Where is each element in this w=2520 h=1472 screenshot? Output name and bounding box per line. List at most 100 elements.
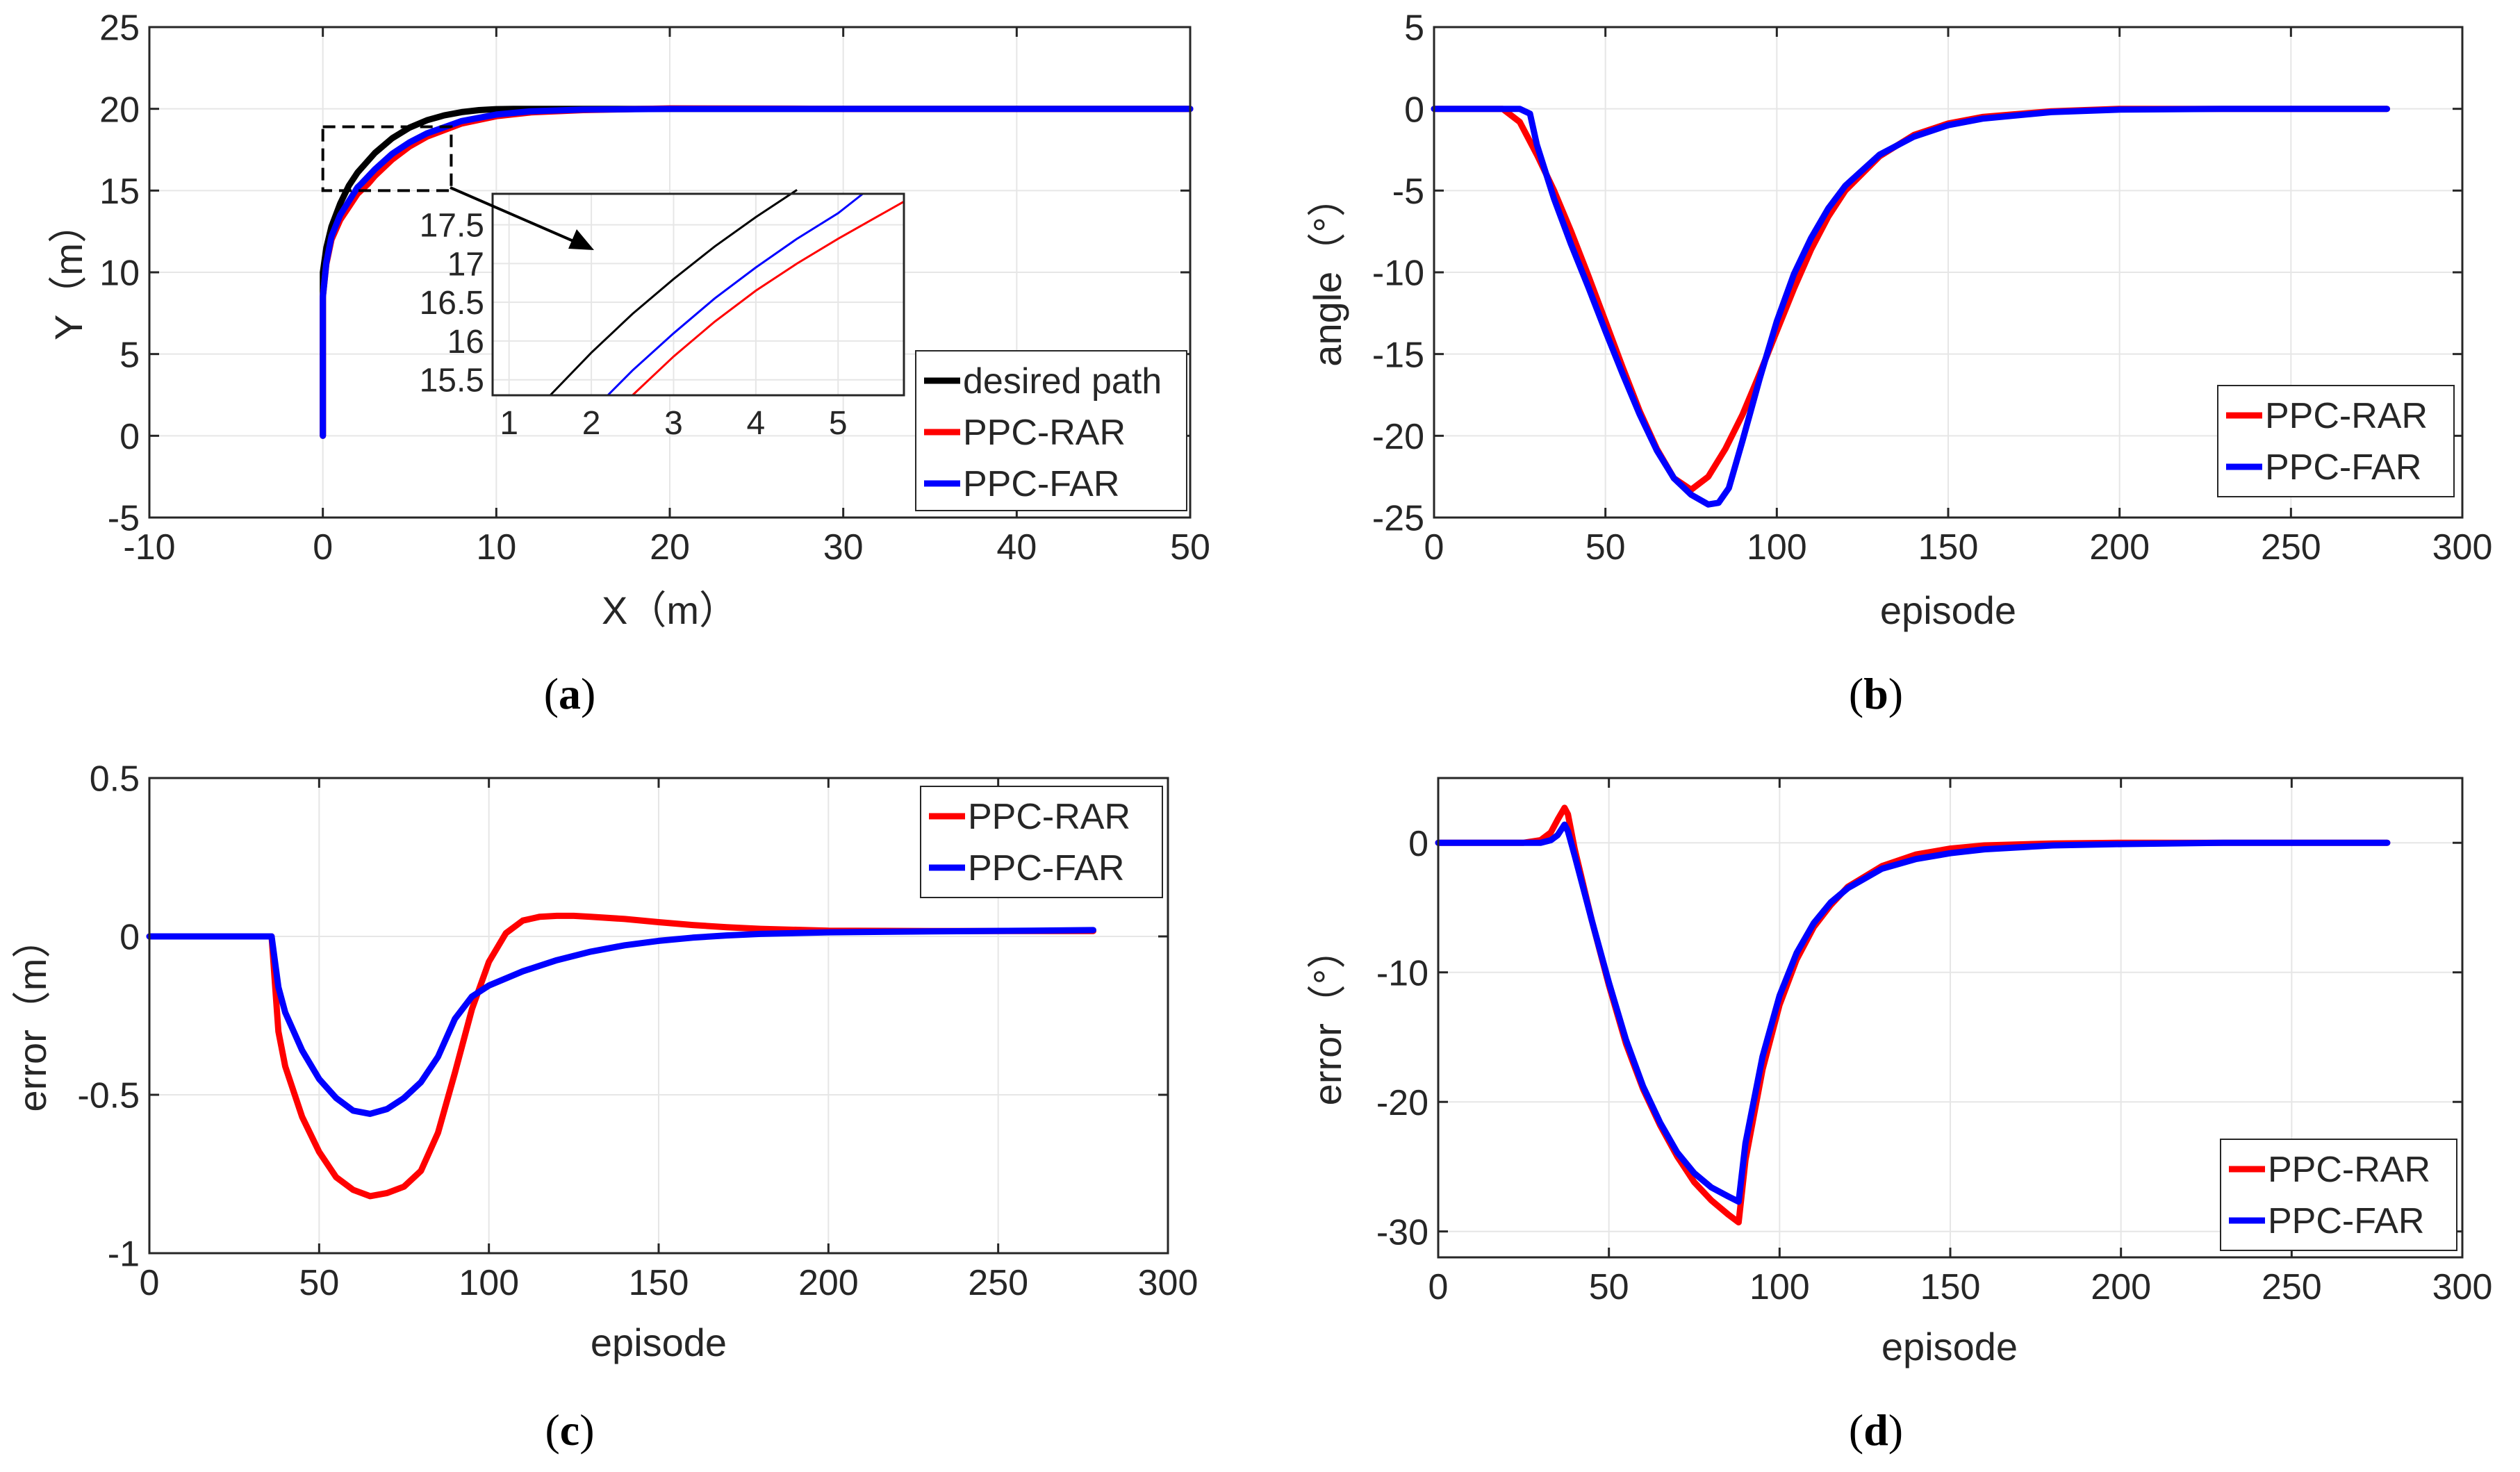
x-axis-label: episode bbox=[1880, 588, 2016, 632]
inset-y-tick-label: 15.5 bbox=[420, 363, 484, 399]
series-line-ppc-far bbox=[320, 106, 1194, 439]
y-tick-label: 0 bbox=[120, 918, 140, 958]
caption-d: (d) bbox=[1849, 1405, 1903, 1455]
y-axis-label: Y（m） bbox=[47, 204, 90, 340]
caption-c: (c) bbox=[545, 1405, 594, 1455]
y-axis-label: error（°） bbox=[1306, 930, 1349, 1106]
x-tick-label: 150 bbox=[1918, 527, 1979, 568]
zoom-box bbox=[321, 125, 453, 192]
y-tick-labels: -30 -20 -10 0 bbox=[1376, 824, 1428, 1252]
series-line-ppc-rar bbox=[1435, 804, 2391, 1226]
inset-frame bbox=[491, 192, 905, 397]
plot-lines bbox=[1435, 804, 2391, 1226]
x-tick-label: 300 bbox=[2432, 1267, 2493, 1307]
legend-label-far: PPC-FAR bbox=[2265, 447, 2421, 488]
y-tick-label: -10 bbox=[1376, 953, 1428, 993]
x-tick-label: 0 bbox=[1424, 527, 1444, 568]
caption-a: (a) bbox=[544, 669, 596, 718]
y-tick-label: 10 bbox=[99, 254, 140, 294]
x-axis-label: X（m） bbox=[602, 588, 738, 632]
y-tick-label: 15 bbox=[99, 172, 140, 212]
y-tick-label: -30 bbox=[1376, 1212, 1428, 1252]
y-tick-label: 20 bbox=[99, 90, 140, 130]
y-tick-label: 25 bbox=[99, 8, 140, 49]
legend-label-rar: PPC-RAR bbox=[963, 413, 1126, 453]
legend-label-far: PPC-FAR bbox=[2268, 1201, 2424, 1241]
plot-frame bbox=[148, 777, 1169, 1255]
inset-line-desired-path bbox=[549, 189, 798, 397]
inset-y-tick-label: 16 bbox=[447, 324, 484, 361]
y-tick-label: -20 bbox=[1376, 1083, 1428, 1123]
plot-frame bbox=[148, 26, 1192, 519]
arrow-head bbox=[568, 229, 594, 250]
y-tick-label: -5 bbox=[108, 499, 140, 539]
x-tick-label: 50 bbox=[1170, 527, 1210, 568]
legend-box bbox=[920, 786, 1163, 898]
x-tick-label: 40 bbox=[996, 527, 1037, 568]
x-tick-labels: -10 0 10 20 30 40 50 bbox=[123, 527, 1210, 568]
caption-b: (b) bbox=[1849, 669, 1903, 718]
x-tick-label: 150 bbox=[629, 1263, 689, 1303]
inset-y-tick-label: 17 bbox=[447, 246, 484, 283]
zoom-arrow bbox=[450, 186, 594, 250]
legend-label-desired: desired path bbox=[963, 361, 1162, 402]
y-tick-label: -5 bbox=[1392, 172, 1424, 212]
x-tick-label: 0 bbox=[313, 527, 333, 568]
caption-letter: a bbox=[559, 669, 581, 718]
y-tick-label: -10 bbox=[1372, 254, 1424, 294]
x-tick-label: 50 bbox=[1589, 1267, 1629, 1307]
inset-x-tick-label: 1 bbox=[500, 405, 518, 442]
y-tick-label: -1 bbox=[108, 1234, 140, 1275]
y-axis-label: error（m） bbox=[10, 920, 54, 1112]
x-tick-label: 250 bbox=[2261, 527, 2321, 568]
series-line-ppc-far bbox=[1435, 821, 2391, 1205]
x-tick-label: 250 bbox=[2262, 1267, 2322, 1307]
caption-letter: b bbox=[1863, 669, 1888, 718]
legend-box bbox=[915, 350, 1187, 511]
y-tick-label: 5 bbox=[1404, 8, 1424, 49]
x-tick-label: 100 bbox=[1747, 527, 1807, 568]
legend-label-far: PPC-FAR bbox=[963, 464, 1119, 504]
y-tick-label: -0.5 bbox=[77, 1076, 140, 1116]
zoom-rectangle bbox=[321, 125, 453, 192]
x-tick-label: 0 bbox=[140, 1263, 160, 1303]
caption-letter: d bbox=[1863, 1405, 1888, 1455]
panel-b: 0 50 100 150 200 250 300 -25 -20 -15 -10 -5 0 5 epis… bbox=[1306, 8, 2492, 718]
legend: PPC-RAR PPC-FAR bbox=[2220, 1139, 2457, 1251]
y-axis-label: angle（°） bbox=[1306, 178, 1349, 366]
y-tick-label: 5 bbox=[120, 335, 140, 375]
y-tick-label: 0 bbox=[1404, 90, 1424, 130]
inset-line-ppc-rar bbox=[632, 200, 905, 397]
y-tick-label: -20 bbox=[1372, 417, 1424, 457]
legend-box bbox=[2217, 385, 2455, 497]
plot-lines bbox=[1431, 106, 2390, 508]
series-line-ppc-rar bbox=[146, 912, 1096, 1200]
plot-frame bbox=[1433, 26, 2464, 519]
x-axis-label: episode bbox=[1881, 1325, 2018, 1368]
x-tick-label: 300 bbox=[2432, 527, 2493, 568]
inset-y-tick-label: 16.5 bbox=[420, 285, 484, 322]
legend-label-far: PPC-FAR bbox=[968, 848, 1124, 888]
plot-lines bbox=[146, 912, 1096, 1200]
inset-x-tick-label: 5 bbox=[829, 405, 848, 442]
legend-box bbox=[2220, 1139, 2457, 1251]
series-line-ppc-far bbox=[1431, 106, 2390, 508]
plot-frame bbox=[1437, 777, 2464, 1259]
x-tick-label: 30 bbox=[823, 527, 864, 568]
x-tick-labels: 0 50 100 150 200 250 300 bbox=[1428, 1267, 2493, 1307]
y-tick-label: -25 bbox=[1372, 499, 1424, 539]
caption-letter: c bbox=[560, 1405, 579, 1455]
y-tick-label: -15 bbox=[1372, 335, 1424, 375]
x-tick-label: 250 bbox=[968, 1263, 1028, 1303]
y-tick-label: 0.5 bbox=[90, 759, 140, 800]
y-tick-labels: -5 0 5 10 15 20 25 bbox=[99, 8, 140, 539]
legend: PPC-RAR PPC-FAR bbox=[920, 786, 1163, 898]
x-tick-label: 200 bbox=[2091, 1267, 2151, 1307]
x-axis-label: episode bbox=[591, 1321, 727, 1364]
inset-line-ppc-far bbox=[607, 192, 864, 397]
inset-lines bbox=[549, 189, 905, 397]
y-tick-label: 0 bbox=[1408, 824, 1428, 864]
series-line-ppc-far bbox=[146, 927, 1096, 1117]
